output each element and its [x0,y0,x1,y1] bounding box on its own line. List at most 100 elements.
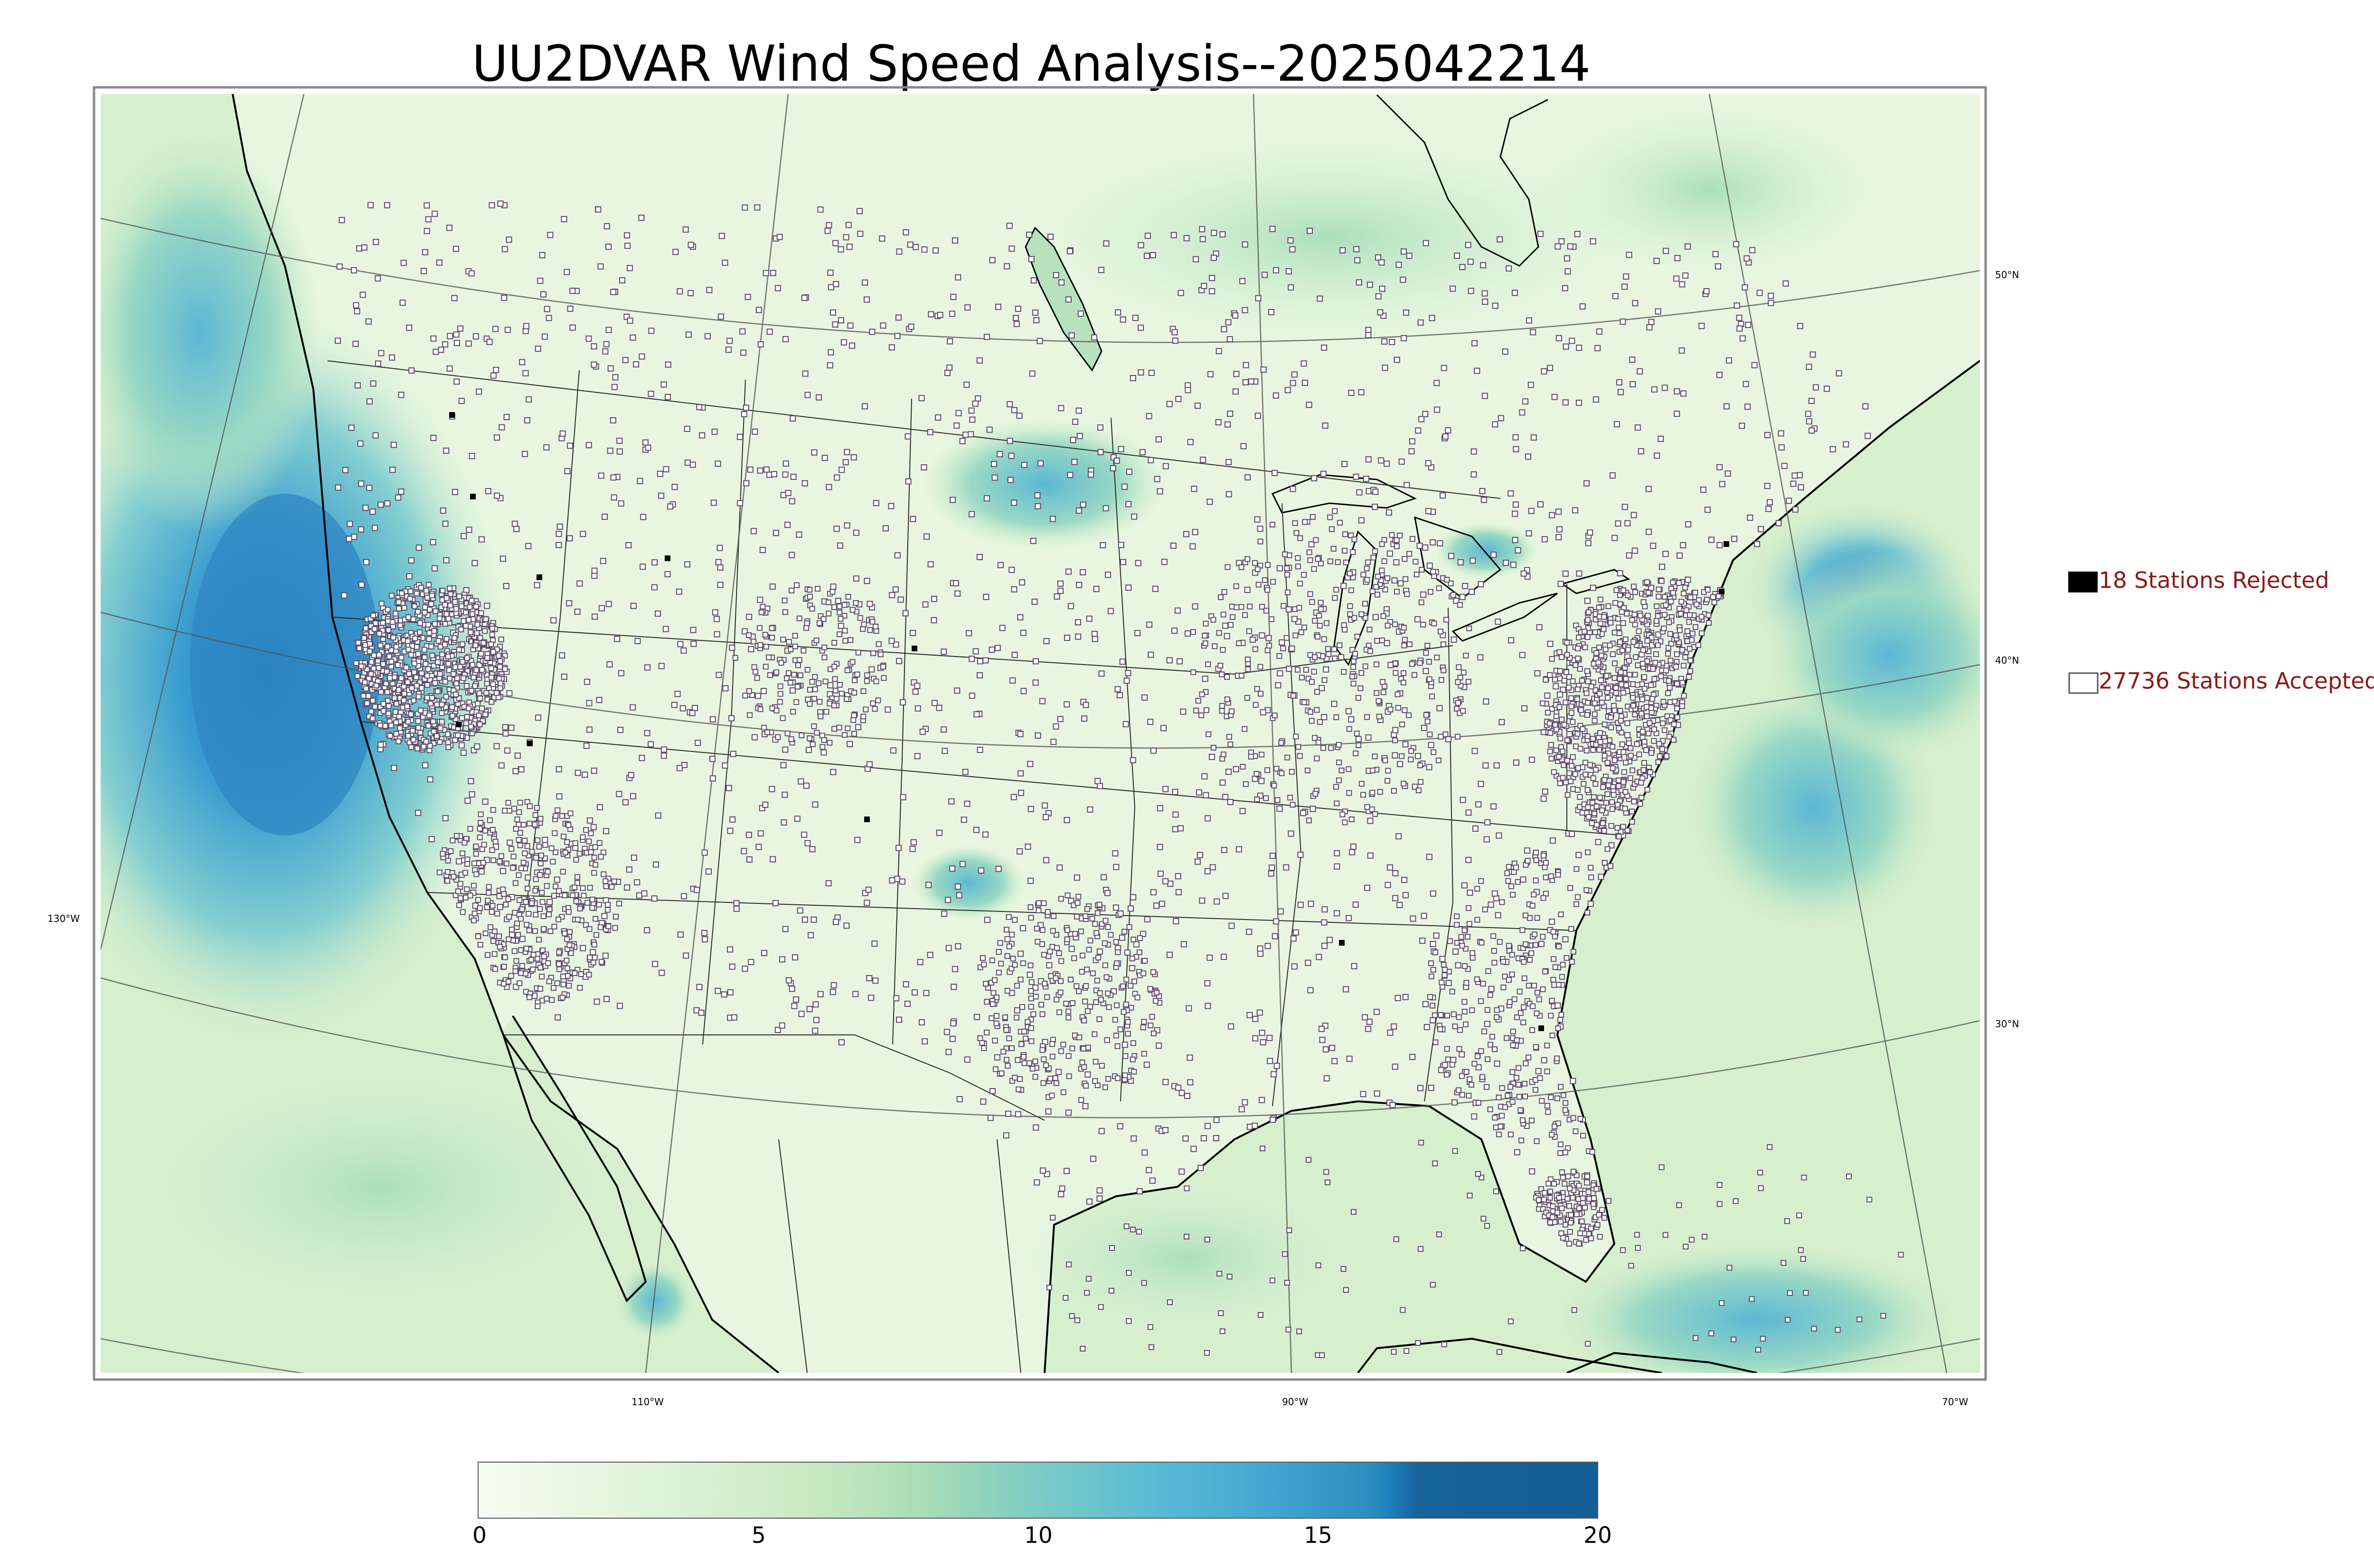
station-marker [1210,254,1217,261]
station-marker [1703,288,1710,294]
station-marker [989,647,995,653]
station-marker [991,461,997,467]
station-marker [692,705,698,711]
station-marker [1323,666,1329,673]
station-marker [1081,1017,1087,1023]
station-marker [810,916,817,923]
station-marker [1670,590,1676,596]
station-marker [384,689,390,695]
station-marker [1279,770,1285,776]
station-marker [1439,956,1446,962]
station-marker [1180,708,1187,715]
station-marker [363,685,369,692]
station-marker [1655,631,1662,638]
station-marker [1108,932,1114,938]
station-marker [412,603,418,610]
station-marker [377,742,384,748]
station-marker [889,877,895,884]
station-marker [1546,721,1553,727]
station-marker [1307,557,1313,563]
station-marker [1275,682,1281,689]
station-marker [1430,539,1436,546]
station-marker [1665,651,1671,657]
station-marker [510,854,517,860]
station-marker [1027,761,1034,767]
station-marker [360,693,367,699]
station-marker [1591,1195,1597,1201]
station-marker [1564,1196,1571,1202]
station-marker [1272,469,1278,476]
station-marker [1038,1002,1044,1008]
station-marker [789,552,795,558]
station-marker [591,854,597,861]
station-marker [1205,1003,1211,1009]
station-marker [1297,901,1304,908]
station-marker [1585,700,1591,706]
station-marker [1626,657,1632,664]
station-marker [1117,692,1123,698]
station-marker [1096,1016,1102,1022]
station-marker [1710,594,1716,600]
station-marker [538,853,544,859]
station-marker [645,444,651,451]
station-marker [760,688,767,695]
station-marker [1130,1040,1136,1046]
station-marker [1395,705,1401,711]
station-marker [1018,1041,1024,1047]
station-marker [1225,319,1232,326]
station-marker [1210,617,1216,623]
station-marker [1182,1135,1189,1142]
station-marker [461,675,466,681]
station-marker [1074,913,1080,920]
station-marker [1554,1210,1561,1216]
station-marker [1451,1099,1458,1106]
station-marker [455,732,461,739]
station-marker [1277,908,1284,915]
station-marker [857,208,863,215]
station-marker [442,678,448,685]
station-marker [762,801,769,808]
station-marker [1644,713,1650,719]
station-marker [747,466,754,473]
station-marker [1651,738,1657,744]
station-marker [1134,995,1140,1001]
station-marker [1589,1149,1595,1155]
station-marker [1266,643,1272,649]
station-marker [1349,674,1356,680]
station-marker [1098,670,1105,677]
station-marker [523,899,529,905]
station-marker [1206,498,1213,505]
station-marker [384,668,390,675]
station-marker [1129,956,1135,961]
station-marker [1686,646,1693,652]
station-marker [1505,878,1511,884]
station-marker [1242,612,1248,618]
station-marker [947,338,953,345]
station-marker [1220,751,1226,758]
station-marker [1465,934,1470,940]
station-marker [1523,941,1528,948]
station-marker [1658,673,1664,679]
station-marker [1434,655,1440,660]
station-marker [1604,846,1611,852]
station-marker [1028,979,1035,985]
station-marker [1576,1240,1582,1247]
station-marker [1246,1012,1253,1018]
station-marker [1494,1061,1500,1067]
station-marker [725,347,732,353]
station-marker [1681,693,1687,699]
station-marker [464,861,470,867]
station-marker [1264,943,1271,949]
station-marker [1201,773,1208,779]
station-marker [1622,789,1629,795]
station-marker [1549,919,1555,925]
station-marker [1422,544,1429,551]
station-marker [715,559,722,565]
station-marker [1592,711,1598,717]
station-marker [1829,446,1836,452]
station-marker [501,891,507,897]
lake-superior [1271,474,1417,514]
station-marker [1256,1009,1263,1016]
station-marker [537,872,543,878]
station-marker [1496,1094,1502,1100]
